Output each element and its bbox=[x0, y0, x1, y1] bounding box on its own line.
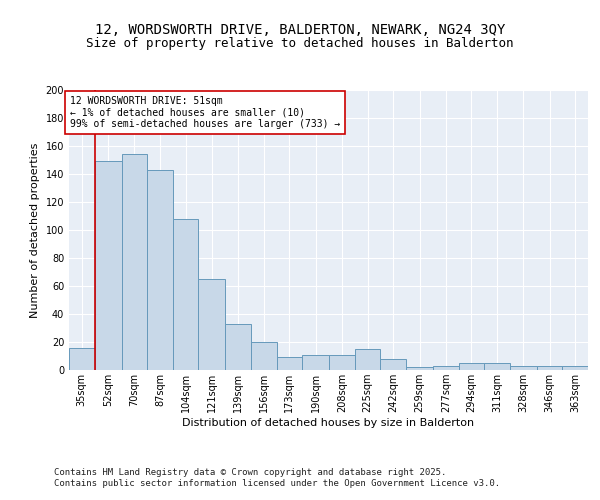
Bar bbox=[484, 363, 510, 370]
Bar bbox=[226, 324, 251, 370]
Bar bbox=[562, 366, 588, 370]
Bar bbox=[355, 349, 380, 370]
Text: Size of property relative to detached houses in Balderton: Size of property relative to detached ho… bbox=[86, 38, 514, 51]
Bar bbox=[122, 154, 147, 370]
Bar bbox=[95, 162, 122, 370]
Bar bbox=[69, 348, 95, 370]
Bar bbox=[173, 219, 199, 370]
Y-axis label: Number of detached properties: Number of detached properties bbox=[30, 142, 40, 318]
Bar bbox=[380, 359, 406, 370]
Bar bbox=[329, 354, 355, 370]
Bar bbox=[302, 354, 329, 370]
Text: 12 WORDSWORTH DRIVE: 51sqm
← 1% of detached houses are smaller (10)
99% of semi-: 12 WORDSWORTH DRIVE: 51sqm ← 1% of detac… bbox=[70, 96, 340, 129]
Bar bbox=[433, 366, 458, 370]
Bar bbox=[458, 363, 484, 370]
Bar bbox=[199, 279, 226, 370]
Bar bbox=[537, 366, 562, 370]
Bar bbox=[147, 170, 173, 370]
Bar bbox=[251, 342, 277, 370]
Bar bbox=[510, 366, 537, 370]
Text: Contains HM Land Registry data © Crown copyright and database right 2025.
Contai: Contains HM Land Registry data © Crown c… bbox=[54, 468, 500, 487]
Text: 12, WORDSWORTH DRIVE, BALDERTON, NEWARK, NG24 3QY: 12, WORDSWORTH DRIVE, BALDERTON, NEWARK,… bbox=[95, 22, 505, 36]
X-axis label: Distribution of detached houses by size in Balderton: Distribution of detached houses by size … bbox=[182, 418, 475, 428]
Bar bbox=[277, 358, 302, 370]
Bar bbox=[406, 367, 433, 370]
